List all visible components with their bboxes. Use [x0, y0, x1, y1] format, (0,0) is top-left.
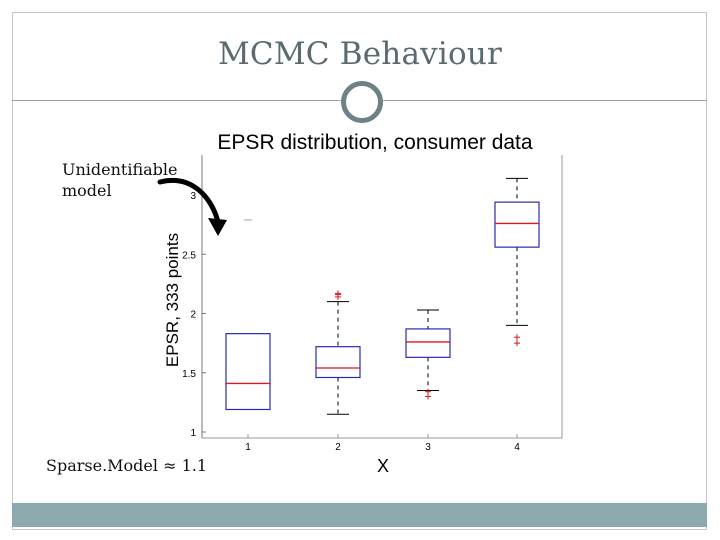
x-tick-label: 2: [335, 442, 341, 453]
y-axis-label: EPSR, 333 points: [163, 233, 182, 367]
curved-arrow-icon: [157, 178, 227, 236]
box-iqr: [405, 328, 451, 358]
box-iqr: [494, 201, 540, 248]
x-axis-label: X: [377, 456, 389, 476]
box-1: [225, 219, 271, 411]
y-tick-label: 1.5: [182, 369, 196, 380]
box-iqr: [315, 346, 361, 379]
title-ring-ornament: [341, 81, 383, 123]
box-3: [405, 309, 451, 400]
annotation-unidentifiable: Unidentifiable model: [62, 160, 178, 200]
y-tick-label: 1: [190, 428, 196, 439]
x-tick-label: 1: [245, 442, 251, 453]
y-tick-label: 2.5: [182, 250, 196, 261]
footer-accent-bar: [12, 503, 707, 527]
x-tick-label: 4: [514, 442, 520, 453]
slide-title: MCMC Behaviour: [217, 36, 503, 72]
y-tick-label: 2: [190, 310, 196, 321]
title-rule-right: [383, 100, 707, 101]
annotation-sparse-model: Sparse.Model ≈ 1.1: [46, 456, 208, 475]
y-tick-label: 3: [190, 191, 196, 202]
chart-title: EPSR distribution, consumer data: [217, 131, 532, 154]
x-tick-label: 3: [425, 442, 431, 453]
box-iqr: [225, 333, 271, 411]
title-rule-left: [12, 100, 341, 101]
box-4: [494, 177, 540, 347]
slide-frame: [12, 12, 707, 530]
box-2: [315, 290, 361, 415]
